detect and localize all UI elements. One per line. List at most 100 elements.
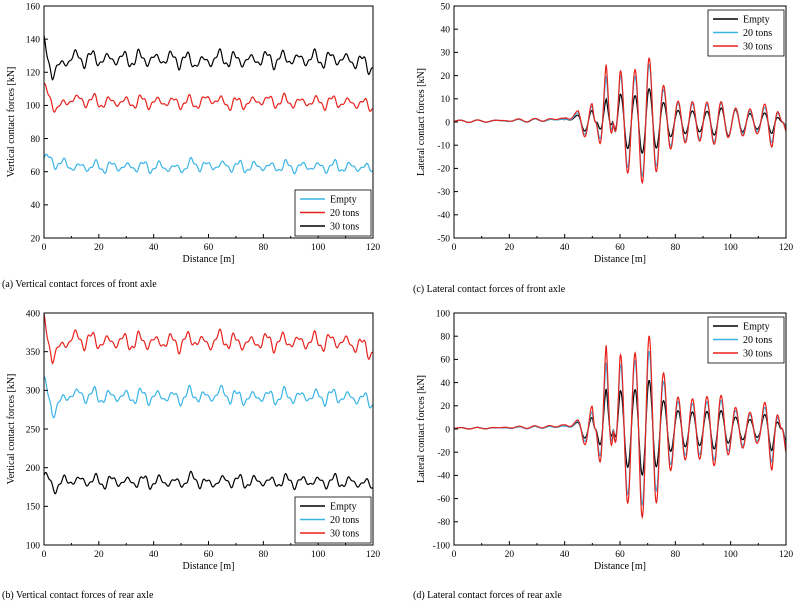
x-tick-label-a-1: 20 — [94, 243, 104, 253]
x-tick-label-d-1: 20 — [505, 550, 515, 560]
y-tick-label-d-0: -100 — [433, 541, 451, 551]
x-tick-label-c-2: 40 — [560, 243, 570, 253]
x-tick-label-a-5: 100 — [311, 243, 326, 253]
y-tick-label-a-0: 20 — [31, 234, 41, 244]
y-tick-label-d-6: 20 — [441, 402, 451, 412]
y-tick-label-a-4: 100 — [26, 102, 41, 112]
y-tick-label-d-3: -40 — [437, 472, 450, 482]
x-tick-label-c-3: 60 — [615, 243, 625, 253]
x-tick-label-a-6: 120 — [366, 243, 381, 253]
caption-d: (d) Lateral contact forces of rear axle — [413, 590, 562, 601]
legend-label-d-0: Empty — [743, 322, 770, 333]
caption-b: (b) Vertical contact forces of rear axle — [2, 590, 154, 601]
legend-label-d-1: 20 tons — [743, 335, 772, 346]
x-tick-label-c-1: 20 — [505, 243, 515, 253]
series-line-a-0 — [44, 153, 373, 175]
x-axis-label-b: Distance [m] — [183, 561, 235, 572]
caption-c: (c) Lateral contact forces of front axle — [413, 284, 566, 295]
x-axis-label-c: Distance [m] — [594, 254, 646, 265]
series-line-b-2 — [44, 313, 373, 365]
x-tick-label-b-5: 100 — [311, 550, 326, 560]
y-tick-label-a-1: 40 — [31, 201, 41, 211]
x-tick-label-a-2: 40 — [149, 243, 159, 253]
x-tick-label-b-2: 40 — [149, 550, 159, 560]
chart-b: 0 20 40 60 80 100 120 100 150 200 250 300 350 400 Dist… — [6, 309, 380, 572]
y-tick-label-b-2: 200 — [26, 464, 41, 474]
legend-label-b-0: Empty — [330, 502, 357, 513]
series-line-a-1 — [44, 82, 373, 113]
chart-d: 0 20 40 60 80 100 120 -100 -80 -60 -40 -20 0 20 40 60 80… — [416, 309, 793, 572]
chart-c: 0 20 40 60 80 100 120 -50 -40 -30 -20 -10 0 10 20 30 40 5… — [416, 2, 793, 265]
legend-label-a-0: Empty — [330, 195, 357, 206]
legend-c: Empty 20 tons 30 tons — [707, 9, 785, 57]
x-tick-label-b-1: 20 — [94, 550, 104, 560]
x-tick-label-c-4: 80 — [671, 243, 681, 253]
legend-label-a-1: 20 tons — [330, 208, 359, 219]
y-tick-label-c-6: 10 — [441, 95, 451, 105]
x-tick-label-a-4: 80 — [259, 243, 269, 253]
y-tick-label-c-2: -30 — [437, 188, 450, 198]
y-tick-label-c-9: 40 — [441, 26, 451, 36]
series-line-a-2 — [44, 35, 373, 81]
chart-a: 0 20 40 60 80 100 12020406080100120140160Dista… — [6, 2, 380, 265]
x-tick-label-a-0: 0 — [42, 243, 47, 253]
series-line-d-2 — [454, 335, 786, 520]
series-line-c-2 — [454, 57, 786, 185]
x-tick-label-b-3: 60 — [204, 550, 214, 560]
y-tick-label-a-7: 160 — [26, 2, 41, 12]
y-tick-label-d-8: 60 — [441, 356, 451, 366]
caption-a: (a) Vertical contact forces of front axl… — [2, 279, 157, 290]
y-tick-label-c-4: -10 — [437, 142, 450, 152]
legend-b: Empty 20 tons 30 tons — [294, 496, 372, 544]
y-tick-label-d-10: 100 — [436, 309, 451, 319]
y-axis-label-c: Lateral contact forces [kN] — [416, 68, 427, 176]
x-tick-label-d-6: 120 — [779, 550, 794, 560]
y-axis-label-d: Lateral contact forces [kN] — [416, 375, 427, 483]
x-tick-label-b-0: 0 — [42, 550, 47, 560]
x-axis-label-d: Distance [m] — [594, 561, 646, 572]
y-tick-label-d-2: -60 — [437, 495, 450, 505]
y-tick-label-b-1: 150 — [26, 503, 41, 513]
legend-d: Empty 20 tons 30 tons — [707, 316, 785, 364]
y-tick-label-a-2: 60 — [31, 168, 41, 178]
x-tick-label-c-0: 0 — [452, 243, 457, 253]
series-line-d-1 — [454, 350, 786, 507]
y-tick-label-d-5: 0 — [445, 425, 450, 435]
y-tick-label-c-10: 50 — [441, 2, 451, 12]
y-tick-label-d-4: -20 — [437, 449, 450, 459]
y-axis-label-a: Vertical contact forces [kN] — [6, 67, 17, 178]
y-tick-label-c-7: 20 — [441, 72, 451, 82]
y-tick-label-c-0: -50 — [437, 234, 450, 244]
legend-label-c-2: 30 tons — [743, 42, 772, 53]
series-line-b-0 — [44, 470, 373, 495]
x-tick-label-d-3: 60 — [615, 550, 625, 560]
x-tick-label-b-6: 120 — [366, 550, 381, 560]
y-tick-label-c-5: 0 — [445, 118, 450, 128]
legend-label-c-0: Empty — [743, 15, 770, 26]
x-axis-label-a: Distance [m] — [183, 254, 235, 265]
legend-label-a-2: 30 tons — [330, 222, 359, 233]
y-tick-label-a-3: 80 — [31, 135, 41, 145]
y-tick-label-d-7: 40 — [441, 379, 451, 389]
legend-label-b-1: 20 tons — [330, 515, 359, 526]
y-tick-label-a-6: 140 — [26, 35, 41, 45]
y-tick-label-d-1: -80 — [437, 518, 450, 528]
y-tick-label-b-6: 400 — [26, 309, 41, 319]
y-tick-label-a-5: 120 — [26, 69, 41, 79]
y-tick-label-d-9: 80 — [441, 333, 451, 343]
x-tick-label-d-0: 0 — [452, 550, 457, 560]
y-tick-label-c-1: -40 — [437, 211, 450, 221]
legend-label-b-2: 30 tons — [330, 529, 359, 540]
y-tick-label-c-8: 30 — [441, 49, 451, 59]
y-axis-label-b: Vertical contact forces [kN] — [6, 374, 17, 485]
y-tick-label-b-0: 100 — [26, 541, 41, 551]
x-tick-label-d-2: 40 — [560, 550, 570, 560]
x-tick-label-c-5: 100 — [724, 243, 739, 253]
x-tick-label-b-4: 80 — [259, 550, 269, 560]
legend-a: Empty 20 tons 30 tons — [294, 189, 372, 237]
x-tick-label-d-5: 100 — [724, 550, 739, 560]
series-line-b-1 — [44, 376, 373, 419]
y-tick-label-c-3: -20 — [437, 165, 450, 175]
legend-label-d-2: 30 tons — [743, 349, 772, 360]
